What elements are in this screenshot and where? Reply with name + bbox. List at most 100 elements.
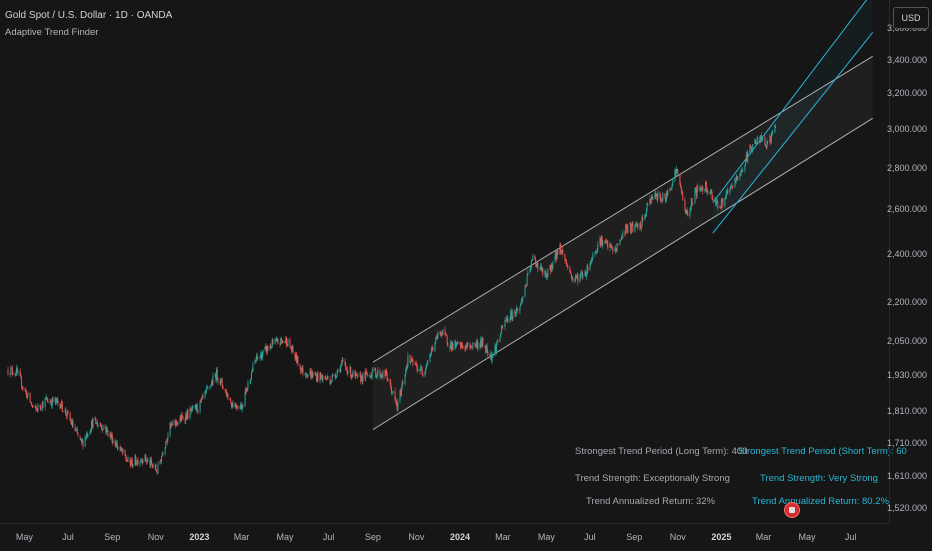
candle-body <box>242 405 244 407</box>
candle-body <box>410 358 412 362</box>
candle-body <box>754 139 756 145</box>
candle-body <box>444 329 446 334</box>
candle-body <box>545 275 547 278</box>
candle-body <box>96 421 98 427</box>
candle-body <box>501 326 503 328</box>
candle-body <box>602 242 604 246</box>
candle-body <box>299 364 301 368</box>
candle-body <box>389 381 391 382</box>
price-chart[interactable] <box>0 0 889 523</box>
candle-body <box>575 275 577 280</box>
candle-body <box>327 376 329 379</box>
candle-body <box>716 200 718 202</box>
candle-body <box>684 199 686 210</box>
candle-body <box>159 460 161 464</box>
candle-body <box>672 180 674 185</box>
candle-body <box>542 268 544 275</box>
candle-body <box>216 369 218 379</box>
candle-body <box>70 420 72 422</box>
short-channel-fill <box>712 0 873 234</box>
time-tick-year-label: 2024 <box>449 532 470 542</box>
candle-body <box>385 370 387 374</box>
candle-body <box>515 308 517 314</box>
candle-body <box>405 366 407 371</box>
candle-body <box>595 252 597 254</box>
candle-body <box>111 434 113 438</box>
time-tick-label: Nov <box>669 532 686 542</box>
candle-body <box>692 203 694 205</box>
candle-body <box>186 410 188 420</box>
candle-body <box>199 400 201 412</box>
candle-body <box>261 354 263 360</box>
candle-body <box>524 287 526 297</box>
candle-body <box>505 320 507 321</box>
candle-body <box>642 217 644 220</box>
candle-body <box>175 420 177 426</box>
candle-body <box>462 345 464 348</box>
candle-body <box>611 247 613 249</box>
candle-body <box>296 356 298 363</box>
candle-body <box>217 378 219 382</box>
candle-body <box>625 224 627 235</box>
candle-body <box>639 223 641 229</box>
candle-body <box>570 273 572 278</box>
candle-body <box>269 346 271 350</box>
candle-body <box>450 342 452 349</box>
candle-body <box>321 375 323 381</box>
price-tick-label: 2,200.000 <box>886 297 927 308</box>
candle-body <box>439 331 441 333</box>
candle-body <box>429 354 431 362</box>
candle-body <box>374 367 376 371</box>
candle-body <box>161 456 163 462</box>
candle-body <box>212 375 214 385</box>
candle-body <box>167 434 169 440</box>
candle-body <box>417 369 419 371</box>
candle-body <box>757 137 759 141</box>
indicator-legend-name[interactable]: Adaptive Trend Finder <box>5 27 99 38</box>
candle-body <box>380 375 382 377</box>
candle-body <box>241 405 243 410</box>
time-axis[interactable]: May Jul Sep Nov 2023 Mar May Jul Sep Nov 2024 Mar Ma… <box>0 523 889 551</box>
candle-body <box>306 375 308 377</box>
candle-body <box>141 459 143 462</box>
candle-body <box>204 391 206 398</box>
economic-event-icon[interactable] <box>784 502 800 518</box>
candle-body <box>191 406 193 412</box>
candle-body <box>180 416 182 422</box>
candle-body <box>700 188 702 191</box>
candle-body <box>225 390 227 391</box>
candle-body <box>286 345 288 347</box>
short-channel-lower-line <box>712 32 874 234</box>
price-tick-label: 3,000.000 <box>886 124 927 135</box>
candle-body <box>136 459 138 464</box>
currency-button[interactable]: USD <box>893 7 929 29</box>
candle-body <box>732 186 734 188</box>
candle-body <box>476 341 478 349</box>
candle-body <box>155 465 157 471</box>
candle-body <box>410 361 412 363</box>
candle-body <box>345 367 347 370</box>
candle-body <box>46 397 48 402</box>
short-term-period: Strongest Trend Period (Short Term): 60 <box>738 446 907 457</box>
price-tick-label: 2,400.000 <box>886 248 927 259</box>
candle-body <box>589 264 591 271</box>
price-axis[interactable]: 3,600.0003,400.0003,200.0003,000.0002,80… <box>886 0 932 523</box>
candle-body <box>16 367 18 373</box>
short-term-strength: Trend Strength: Very Strong <box>760 473 878 484</box>
candle-body <box>177 421 179 425</box>
candle-body <box>16 367 18 375</box>
candle-body <box>489 355 491 357</box>
candle-body <box>276 338 278 340</box>
candle-body <box>667 189 669 195</box>
price-tick-label: 1,930.000 <box>886 370 927 381</box>
candle-body <box>105 428 107 433</box>
candle-body <box>184 419 186 422</box>
candle-body <box>25 390 27 392</box>
candle-body <box>210 385 212 387</box>
candle-body <box>36 408 38 410</box>
chart-pane[interactable]: Gold Spot / U.S. Dollar · 1D · OANDA Ada… <box>0 0 907 523</box>
candle-body <box>507 318 509 323</box>
candle-body <box>637 223 639 229</box>
candle-body <box>40 407 42 409</box>
symbol-title[interactable]: Gold Spot / U.S. Dollar · 1D · OANDA <box>5 10 173 21</box>
